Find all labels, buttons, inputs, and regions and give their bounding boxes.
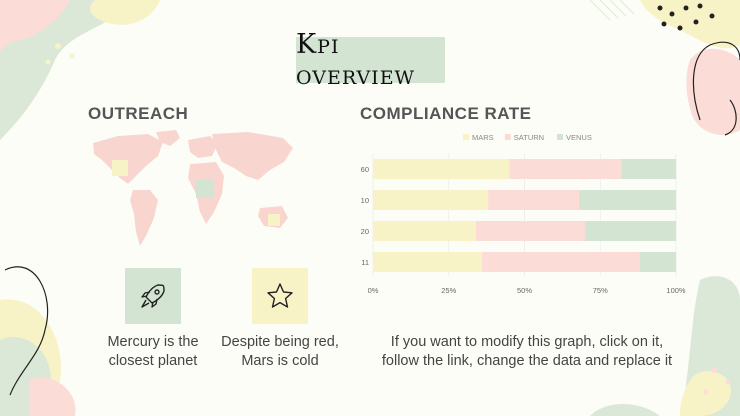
y-tick-label: 10 [361, 196, 369, 205]
caption-mercury: Mercury is the closest planet [88, 333, 218, 371]
x-tick-label: 50% [517, 286, 532, 295]
caption-mercury-line1: Mercury is the [107, 334, 199, 350]
y-tick-label: 11 [361, 258, 369, 267]
bar-mars-20 [373, 221, 477, 241]
bar-saturn-20 [476, 221, 586, 241]
map-greenland [156, 130, 180, 146]
bottom-left-pink-blob [30, 377, 76, 416]
chart-note-line2: follow the link, change the data and rep… [381, 353, 673, 369]
map-highlight-africa [196, 180, 214, 198]
bar-saturn-10 [488, 190, 580, 210]
top-left-pink-blob [0, 0, 70, 55]
map-asia [212, 132, 293, 180]
caption-mars-line2: Mars is cold [241, 353, 319, 369]
legend-swatch-venus [557, 134, 563, 140]
star-icon-box [252, 268, 308, 324]
legend-label-venus: VENUS [566, 133, 592, 142]
bar-venus-10 [579, 190, 676, 210]
caption-mars: Despite being red, Mars is cold [210, 333, 350, 371]
bar-venus-60 [621, 159, 676, 179]
top-right-pink-blob [686, 48, 740, 135]
caption-mercury-line2: closest planet [108, 353, 198, 369]
bar-saturn-60 [509, 159, 622, 179]
world-map [88, 128, 298, 258]
bar-venus-20 [585, 221, 676, 241]
y-tick-label: 20 [361, 227, 369, 236]
map-highlight-australia [268, 214, 280, 226]
compliance-heading: COMPLIANCE RATE [360, 104, 532, 123]
map-highlight-north-america [112, 160, 128, 176]
compliance-chart-svg[interactable]: MARS SATURN VENUS 0% 25% 50% 75% 100% 60 10 20 11 [355, 128, 695, 303]
y-tick-label: 60 [361, 165, 369, 174]
bar-mars-11 [373, 252, 483, 272]
outreach-heading: OUTREACH [88, 104, 189, 123]
legend-swatch-mars [463, 134, 469, 140]
x-tick-label: 100% [666, 286, 686, 295]
chart-note: If you want to modify this graph, click … [362, 333, 692, 371]
rocket-icon [141, 284, 165, 308]
legend-label-mars: MARS [472, 133, 494, 142]
rocket-icon-box [125, 268, 181, 324]
bar-mars-60 [373, 159, 510, 179]
legend-swatch-saturn [504, 134, 511, 140]
star-icon [267, 283, 293, 308]
legend-label-saturn: SATURN [514, 133, 544, 142]
title-banner: Kpi overview [296, 29, 445, 91]
chart-note-line1: If you want to modify this graph, click … [390, 334, 664, 350]
caption-mars-line1: Despite being red, [221, 334, 339, 350]
map-north-america [93, 134, 163, 184]
map-south-america [130, 190, 158, 246]
x-tick-label: 75% [593, 286, 608, 295]
map-europe [188, 136, 218, 158]
top-right-yellow-blob [640, 0, 740, 49]
top-left-yellow-blob [90, 0, 160, 25]
x-tick-label: 0% [368, 286, 379, 295]
bar-saturn-11 [482, 252, 640, 272]
page-title: Kpi overview [296, 29, 416, 91]
bar-mars-10 [373, 190, 489, 210]
bar-venus-11 [639, 252, 676, 272]
compliance-chart[interactable]: MARS SATURN VENUS 0% 25% 50% 75% 100% 60 10 20 11 [355, 128, 695, 303]
x-tick-label: 25% [441, 286, 456, 295]
